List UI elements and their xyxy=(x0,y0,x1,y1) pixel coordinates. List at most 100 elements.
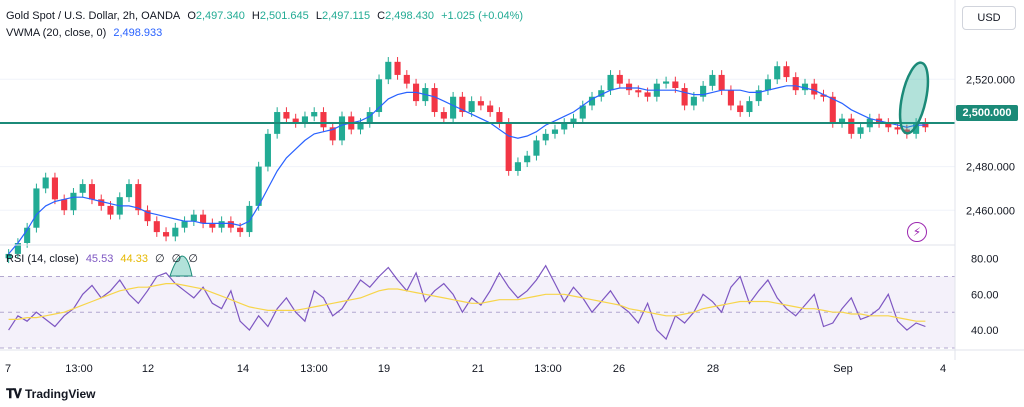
candle-body xyxy=(88,184,96,200)
candle-body xyxy=(394,61,401,75)
rsi-na-1: ∅ xyxy=(155,253,165,265)
time-tick-label: 13:00 xyxy=(534,363,562,375)
candle-body xyxy=(431,88,438,113)
candle xyxy=(144,205,151,226)
candle-body xyxy=(792,77,799,91)
candle-body xyxy=(838,118,846,123)
candle-body xyxy=(505,122,512,171)
candle xyxy=(33,183,40,233)
candle xyxy=(505,118,512,176)
candle xyxy=(913,118,920,139)
price-tick-label: 2,520.000 xyxy=(966,74,1015,86)
candle xyxy=(700,81,707,102)
candle xyxy=(727,85,734,111)
time-tick-label: 13:00 xyxy=(65,363,93,375)
close-label: C xyxy=(377,10,386,22)
candle xyxy=(718,70,725,96)
candle-body xyxy=(42,177,49,189)
candle xyxy=(709,70,716,91)
lightning-icon[interactable]: ⚡ xyxy=(907,222,927,242)
candle xyxy=(468,96,475,117)
change-value: +1.025 (+0.04%) xyxy=(441,10,524,22)
candle xyxy=(246,201,253,237)
candle xyxy=(894,122,901,135)
candle-body xyxy=(5,253,12,259)
candle-body xyxy=(227,221,234,228)
rsi-legend[interactable]: RSI (14, close) 45.53 44.33 ∅ ∅ ∅ xyxy=(6,252,202,265)
candle xyxy=(792,72,799,96)
candle-body xyxy=(764,79,772,91)
candle-body xyxy=(579,105,586,119)
time-tick-label: 7 xyxy=(5,363,11,375)
candle-body xyxy=(524,155,531,163)
candle-body xyxy=(162,232,170,237)
candle-body xyxy=(375,79,383,113)
candle-body xyxy=(79,184,86,193)
candle xyxy=(14,238,21,259)
currency-button[interactable]: USD xyxy=(962,6,1016,30)
candle xyxy=(320,107,327,133)
candle-body xyxy=(311,112,318,117)
candle xyxy=(487,100,494,117)
candle-body xyxy=(727,90,734,106)
candle xyxy=(783,61,790,82)
rsi-value: 45.53 xyxy=(85,253,114,265)
candle xyxy=(663,76,670,89)
candle xyxy=(496,107,503,128)
candle xyxy=(579,100,586,124)
candle xyxy=(5,249,12,264)
candle-body xyxy=(320,112,327,128)
close-value: 2,498.430 xyxy=(385,10,435,22)
candle xyxy=(329,122,336,146)
candle xyxy=(533,135,540,161)
candle-body xyxy=(24,227,31,243)
candle xyxy=(477,96,484,111)
tradingview-brand[interactable]: 𝐓𝐕 TradingView xyxy=(6,386,95,402)
ohlc-legend: Gold Spot / U.S. Dollar, 2h, OANDA O2,49… xyxy=(6,10,527,22)
candle xyxy=(625,78,633,96)
candle-body xyxy=(709,74,716,86)
vwma-legend[interactable]: VWMA (20, close, 0) 2,498.933 xyxy=(6,27,166,39)
symbol-title[interactable]: Gold Spot / U.S. Dollar, 2h, OANDA xyxy=(6,10,181,22)
rsi-ma-value: 44.33 xyxy=(120,253,148,265)
low-value: 2,497.115 xyxy=(321,10,371,22)
candle xyxy=(857,122,864,139)
rsi-na-2: ∅ xyxy=(171,253,182,265)
candle-body xyxy=(190,214,197,222)
candle xyxy=(218,216,225,233)
candle-body xyxy=(681,88,688,106)
candle xyxy=(588,91,596,111)
high-label: H xyxy=(251,10,260,22)
candle xyxy=(125,179,133,202)
candle-body xyxy=(913,122,920,134)
rsi-peak-shade xyxy=(169,255,193,277)
highlight-ellipse xyxy=(898,61,930,135)
candle-body xyxy=(607,74,614,91)
time-tick-label: 12 xyxy=(142,363,154,375)
candle-body xyxy=(561,122,568,130)
candle-body xyxy=(663,81,670,84)
candle-body xyxy=(301,116,309,123)
candle xyxy=(264,129,271,172)
candle xyxy=(681,83,688,111)
candle-body xyxy=(774,66,781,80)
candle-body xyxy=(737,105,744,113)
candle xyxy=(283,107,290,124)
time-tick-label: 13:00 xyxy=(300,363,328,375)
candle-body xyxy=(172,227,179,237)
candle xyxy=(338,111,346,146)
candle xyxy=(51,172,58,205)
open-value: 2,497.340 xyxy=(195,10,245,22)
candle-body xyxy=(801,83,809,91)
time-tick-label: 26 xyxy=(613,363,625,375)
candle xyxy=(885,118,892,133)
time-tick-label: Sep xyxy=(833,363,853,375)
candle xyxy=(42,172,49,194)
candle-body xyxy=(283,112,290,119)
candle-body xyxy=(542,133,549,141)
candle xyxy=(746,96,753,117)
candle xyxy=(459,91,466,117)
candle-body xyxy=(153,221,160,233)
time-tick-label: 4 xyxy=(940,363,946,375)
